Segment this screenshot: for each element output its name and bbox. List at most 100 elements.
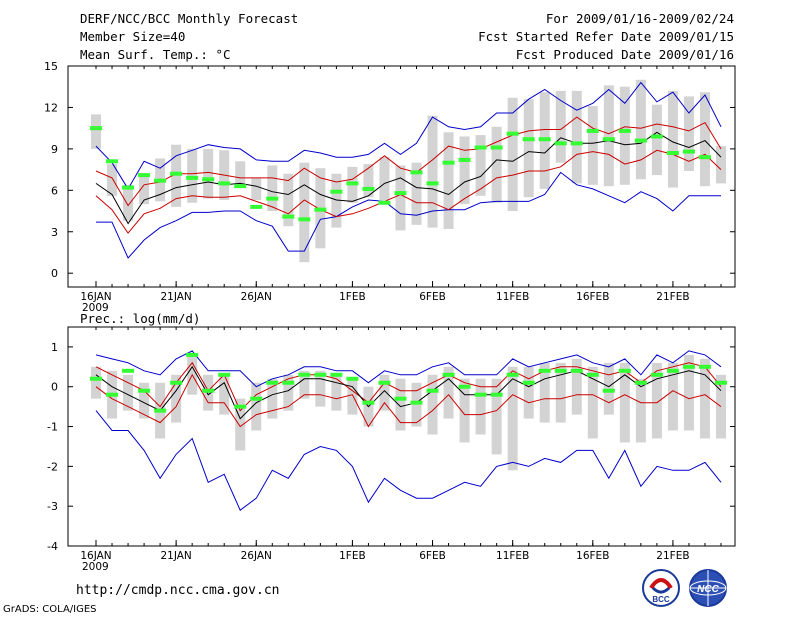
range-box (203, 148, 214, 199)
observed-mark (138, 388, 151, 393)
observed-mark (490, 145, 503, 150)
observed-mark (314, 372, 327, 377)
observed-mark (170, 380, 183, 385)
observed-mark (602, 388, 615, 393)
observed-mark (106, 392, 119, 397)
series-mean-line (95, 365, 722, 420)
y-tick-label: 1 (51, 341, 58, 354)
range-box (411, 162, 422, 225)
observed-mark (346, 376, 359, 381)
range-box (651, 104, 662, 176)
range-box (427, 374, 438, 435)
y-tick-label: -4 (47, 540, 58, 553)
observed-mark (474, 392, 487, 397)
observed-mark (122, 368, 135, 373)
range-box (619, 362, 630, 443)
range-box (91, 366, 101, 399)
range-box (379, 157, 390, 200)
observed-mark (458, 157, 471, 162)
observed-mark (218, 372, 231, 377)
observed-mark (106, 159, 119, 164)
bcc-logo: BCC (642, 569, 680, 607)
observed-mark (202, 388, 215, 393)
observed-mark (378, 380, 391, 385)
plot-frame (67, 326, 736, 547)
range-box (331, 374, 342, 411)
observed-mark (426, 181, 439, 186)
range-box (555, 362, 566, 423)
observed-mark (442, 372, 455, 377)
observed-mark (282, 380, 295, 385)
range-box (651, 362, 662, 439)
range-box (91, 114, 101, 149)
observed-mark (570, 141, 583, 146)
range-box (235, 161, 246, 188)
series-max-line (95, 81, 722, 190)
observed-mark (426, 388, 439, 393)
observed-mark (202, 177, 215, 182)
range-box (603, 85, 614, 187)
observed-mark (234, 184, 247, 189)
range-box (539, 362, 550, 423)
observed-mark (698, 364, 711, 369)
observed-mark (698, 155, 711, 160)
x-tick-label: 21FEB (656, 291, 689, 303)
observed-mark (138, 173, 151, 178)
series-upper_spread-line (95, 361, 722, 412)
member-size: Member Size=40 (80, 29, 186, 44)
observed-mark (122, 185, 135, 190)
x-tick-label: 1FEB (339, 550, 366, 562)
forecast-period: For 2009/01/16-2009/02/24 (545, 11, 734, 26)
observed-mark (458, 384, 471, 389)
range-box (491, 126, 502, 203)
observed-mark (250, 396, 263, 401)
observed-mark (538, 368, 551, 373)
observed-mark (650, 372, 663, 377)
range-box (667, 362, 678, 431)
observed-mark (90, 376, 102, 381)
observed-mark (634, 380, 647, 385)
series-min-line (95, 410, 722, 511)
range-box (635, 79, 646, 180)
x-tick-label: 1FEB (339, 291, 366, 303)
y-tick-label: 12 (44, 101, 58, 114)
observed-mark (715, 380, 727, 385)
range-box (667, 90, 678, 188)
y-tick-label: -1 (47, 421, 58, 434)
range-box (299, 162, 310, 263)
range-box (619, 86, 630, 185)
observed-mark (186, 352, 199, 357)
bcc-logo-text: BCC (652, 595, 670, 604)
x-tick-year: 2009 (82, 302, 109, 314)
range-box (123, 374, 134, 411)
observed-mark (554, 368, 567, 373)
observed-mark (554, 141, 567, 146)
range-box (475, 378, 486, 435)
started-date: Fcst Started Refer Date 2009/01/15 (478, 29, 734, 44)
observed-mark (490, 392, 503, 397)
observed-mark (378, 200, 391, 205)
source-url[interactable]: http://cmdp.ncc.cma.gov.cn (76, 583, 280, 598)
range-box (699, 358, 710, 439)
x-tick-label: 16JAN (80, 550, 111, 562)
observed-mark (330, 189, 343, 194)
observed-mark (362, 400, 375, 405)
x-tick-label: 21JAN (160, 291, 191, 303)
range-box (107, 164, 118, 196)
grads-credit: GrADS: COLA/IGES (3, 604, 97, 615)
observed-mark (394, 396, 407, 401)
observed-mark (346, 181, 359, 186)
series-max-line (95, 350, 722, 388)
range-box (716, 374, 726, 439)
observed-mark (394, 191, 407, 196)
observed-mark (154, 408, 167, 413)
observed-mark (666, 368, 679, 373)
x-tick-label: 21JAN (160, 550, 191, 562)
observed-mark (506, 372, 519, 377)
observed-mark (538, 137, 551, 142)
range-box (491, 378, 502, 455)
range-box (699, 92, 710, 187)
range-box (171, 374, 182, 423)
